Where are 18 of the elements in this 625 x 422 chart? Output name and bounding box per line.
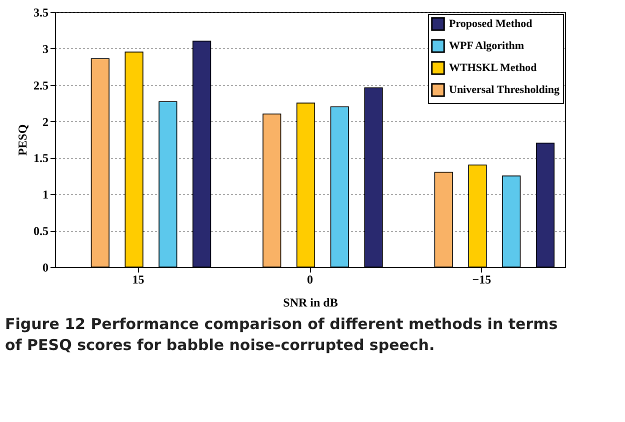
legend-label: Universal Thresholding (449, 84, 560, 96)
y-tick-label: 0.5 (34, 224, 48, 238)
y-axis-title: PESQ (16, 124, 30, 156)
x-tick-label: 15 (132, 272, 144, 286)
y-tick-label: 2 (42, 114, 48, 129)
y-tick-label: 0 (42, 260, 48, 274)
legend-label: WPF Algorithm (449, 40, 524, 52)
y-tick-label: 1 (42, 188, 48, 202)
y-tick-label: 3 (42, 42, 48, 56)
y-tick-label: 2.5 (34, 78, 48, 92)
caption: Figure 12 Performance comparison of different methods in terms of PESQ scores for babble noise-corrupted speech. (5, 315, 558, 354)
legend-label: Proposed Method (449, 18, 532, 30)
x-axis-title: SNR in dB (283, 296, 338, 310)
y-tick-label: 3.5 (34, 6, 48, 20)
x-tick-label: −15 (472, 272, 492, 286)
legend-label: WTHSKL Method (449, 62, 537, 74)
y-tick-label: 1.5 (34, 151, 48, 166)
x-tick-label: 0 (307, 272, 313, 286)
